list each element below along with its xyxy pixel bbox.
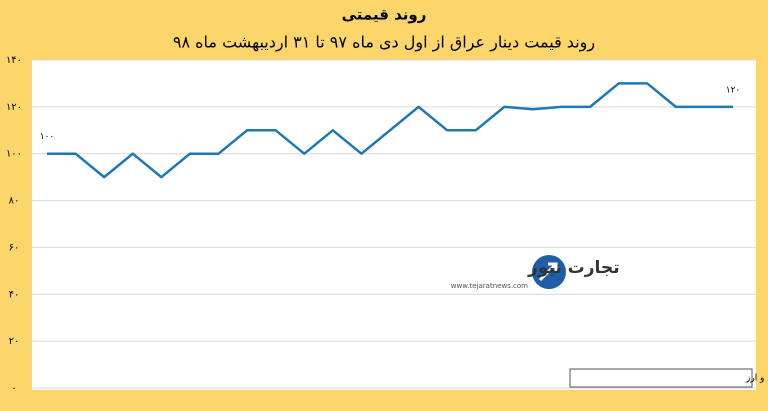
y-tick-label: ۱۴۰ <box>6 55 22 66</box>
source-box <box>569 368 753 388</box>
data-label: ۱۰۰ <box>40 132 55 142</box>
y-tick-label: ۰ <box>11 383 16 394</box>
y-tick-label: ۱۰۰ <box>6 149 22 160</box>
chart-title: روند قیمتی <box>342 6 427 24</box>
data-label: ۱۲۰ <box>726 85 741 95</box>
line <box>47 82 733 179</box>
chart-subtitle: روند قیمت دینار عراق از اول دی ماه ۹۷ تا… <box>173 33 595 53</box>
watermark: تجارت نیوز www.tejaratnews.com <box>451 255 620 290</box>
y-tick-label: ۸۰ <box>9 196 20 207</box>
logo-arrow <box>538 262 558 282</box>
watermark-name: تجارت نیوز <box>527 258 620 278</box>
watermark-url: www.tejaratnews.com <box>451 282 528 290</box>
y-tick-label: ۶۰ <box>9 242 20 253</box>
y-tick-label: ۴۰ <box>9 289 20 300</box>
plot-area <box>32 60 756 390</box>
y-tick-label: ۲۰ <box>9 336 20 347</box>
source: منبع: شبکه اطلاع‌رسانی طلا، سکه و ارز <box>745 374 768 384</box>
y-tick-label: ۱۲۰ <box>6 102 22 113</box>
